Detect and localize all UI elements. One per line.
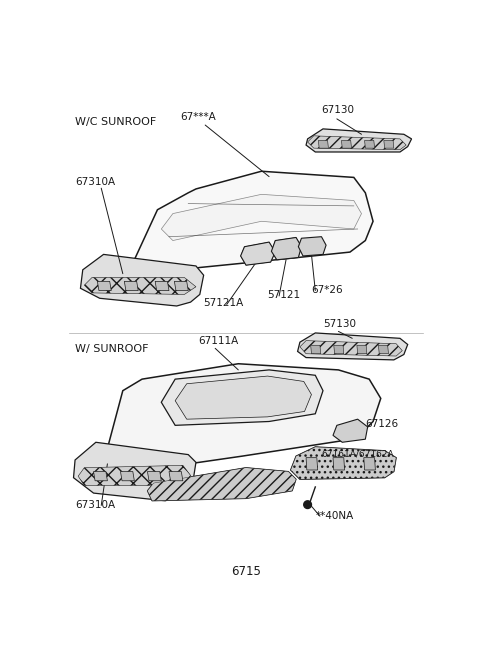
- Polygon shape: [334, 346, 344, 353]
- Text: 67126: 67126: [365, 419, 398, 429]
- Text: 67161A/67162A: 67161A/67162A: [322, 449, 394, 458]
- Polygon shape: [306, 458, 318, 470]
- Text: **40NA: **40NA: [315, 511, 354, 521]
- Circle shape: [304, 501, 312, 509]
- Polygon shape: [175, 376, 312, 419]
- Polygon shape: [97, 281, 111, 290]
- Polygon shape: [134, 171, 373, 275]
- Polygon shape: [161, 194, 361, 240]
- Polygon shape: [73, 442, 196, 501]
- Polygon shape: [240, 242, 275, 265]
- Polygon shape: [147, 472, 161, 481]
- Polygon shape: [357, 346, 367, 353]
- Polygon shape: [364, 458, 375, 470]
- Text: 67111A: 67111A: [198, 336, 239, 346]
- Text: W/C SUNROOF: W/C SUNROOF: [75, 117, 156, 127]
- Polygon shape: [299, 237, 326, 256]
- Polygon shape: [108, 364, 381, 472]
- Polygon shape: [147, 468, 296, 501]
- Polygon shape: [78, 465, 191, 486]
- Polygon shape: [81, 254, 204, 306]
- Polygon shape: [155, 281, 169, 290]
- Polygon shape: [147, 468, 296, 501]
- Polygon shape: [161, 370, 323, 425]
- Polygon shape: [124, 281, 138, 290]
- Polygon shape: [333, 419, 368, 442]
- Polygon shape: [291, 447, 396, 479]
- Polygon shape: [306, 129, 411, 152]
- Text: 57121A: 57121A: [204, 298, 244, 308]
- Text: 6715: 6715: [231, 565, 261, 578]
- Polygon shape: [271, 237, 301, 260]
- Text: 67*26: 67*26: [312, 285, 343, 295]
- Polygon shape: [365, 141, 374, 148]
- Polygon shape: [378, 346, 388, 353]
- Polygon shape: [94, 472, 108, 481]
- Polygon shape: [291, 447, 396, 479]
- Text: W/ SUNROOF: W/ SUNROOF: [75, 344, 149, 354]
- Polygon shape: [341, 141, 351, 148]
- Text: 57121: 57121: [267, 290, 300, 300]
- Text: 67***A: 67***A: [180, 112, 216, 122]
- Polygon shape: [84, 277, 196, 294]
- Polygon shape: [169, 472, 183, 481]
- Polygon shape: [300, 340, 402, 356]
- Text: 57130: 57130: [323, 319, 356, 328]
- Polygon shape: [271, 237, 301, 260]
- Polygon shape: [318, 141, 328, 148]
- Polygon shape: [120, 472, 134, 481]
- Polygon shape: [298, 333, 408, 360]
- Polygon shape: [240, 242, 275, 265]
- Text: 67130: 67130: [322, 106, 354, 116]
- Text: 67310A: 67310A: [75, 501, 115, 510]
- Polygon shape: [384, 141, 394, 148]
- Polygon shape: [174, 281, 188, 290]
- Polygon shape: [333, 458, 345, 470]
- Polygon shape: [308, 136, 406, 150]
- Polygon shape: [311, 346, 321, 353]
- Text: 67310A: 67310A: [75, 177, 115, 187]
